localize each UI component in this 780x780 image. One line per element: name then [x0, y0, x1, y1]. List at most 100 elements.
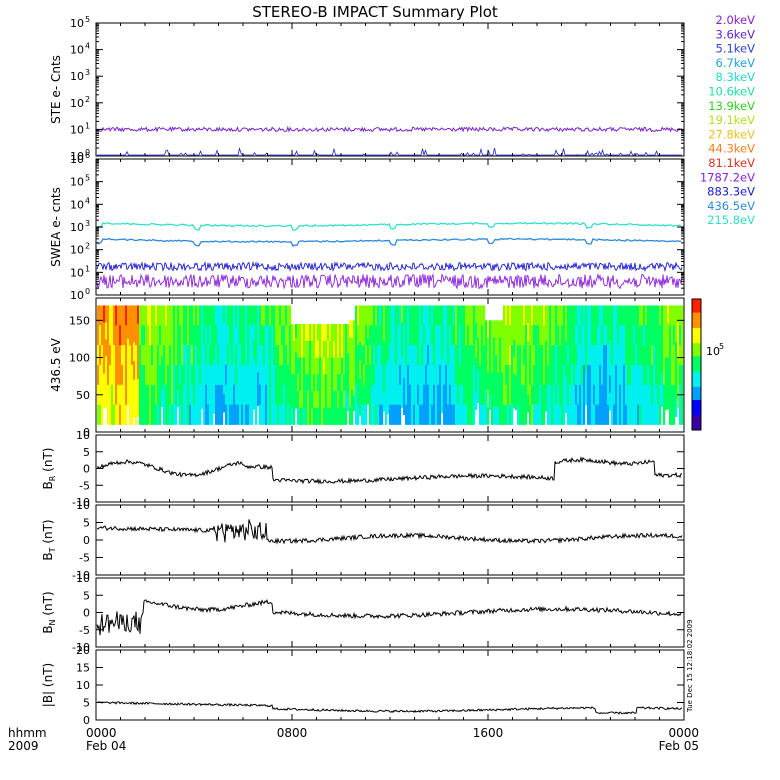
heatmap-cell — [539, 404, 542, 425]
heatmap-cell — [453, 365, 456, 386]
heatmap-cell — [119, 325, 122, 346]
heatmap-cell — [207, 345, 210, 366]
bn-panel-trace — [96, 599, 683, 636]
heatmap-cell — [151, 305, 154, 326]
heatmap-cell — [165, 345, 168, 366]
heatmap-cell — [655, 305, 658, 326]
heatmap-cell — [451, 345, 454, 366]
heatmap-cell — [485, 372, 488, 391]
heatmap-cell — [359, 378, 362, 398]
heatmap-cell — [175, 365, 178, 386]
heatmap-cell — [501, 389, 504, 408]
y-tick-label: 10 — [76, 429, 90, 442]
heatmap-cell — [517, 345, 520, 366]
heatmap-cell — [565, 305, 568, 324]
heatmap-cell — [173, 404, 176, 425]
heatmap-cell — [175, 404, 178, 425]
colorbar-segment — [692, 381, 701, 385]
heatmap-cell — [415, 325, 418, 346]
heatmap-cell — [429, 325, 432, 346]
heatmap-cell — [281, 384, 284, 406]
heatmap-cell — [599, 345, 602, 366]
heatmap-cell — [407, 345, 410, 366]
heatmap-cell — [643, 384, 646, 406]
heatmap-cell — [341, 340, 344, 358]
heatmap-cell — [583, 365, 586, 386]
heatmap-cell — [401, 373, 404, 391]
heatmap-cell — [583, 325, 586, 346]
heatmap-cell — [287, 404, 290, 425]
heatmap-cell — [465, 325, 468, 346]
heatmap-cell — [637, 365, 640, 386]
heatmap-cell — [411, 365, 414, 386]
heatmap-cell — [169, 384, 172, 406]
heatmap-cell — [151, 384, 154, 406]
heatmap-cell — [123, 384, 126, 406]
heatmap-cell — [219, 345, 222, 366]
heatmap-cell — [267, 325, 270, 346]
heatmap-cell — [529, 325, 532, 346]
heatmap-cell — [659, 305, 662, 326]
heatmap-cell — [435, 365, 438, 386]
heatmap-cell — [309, 407, 312, 425]
heatmap-cell — [253, 357, 256, 376]
heatmap-cell — [99, 305, 102, 326]
y-tick-label: 10 — [70, 221, 84, 234]
heatmap-cell — [597, 325, 600, 346]
heatmap-cell — [139, 404, 142, 425]
heatmap-cell — [293, 340, 296, 358]
heatmap-cell — [467, 325, 470, 346]
heatmap-cell — [637, 404, 640, 425]
heatmap-cell — [477, 337, 480, 355]
heatmap-cell — [517, 325, 520, 346]
heatmap-cell — [663, 325, 666, 346]
heatmap-cell — [411, 325, 414, 346]
heatmap-cell — [207, 404, 210, 425]
heatmap-cell — [347, 338, 350, 354]
heatmap-cell — [311, 357, 314, 375]
heatmap-cell — [323, 374, 326, 392]
heatmap-cell — [431, 365, 434, 386]
heatmap-cell — [311, 407, 314, 425]
heatmap-cell — [413, 325, 416, 346]
heatmap-cell — [651, 384, 654, 406]
heatmap-cell — [195, 404, 198, 425]
heatmap-cell — [525, 345, 528, 366]
heatmap-cell — [445, 345, 448, 366]
heatmap-cell — [331, 357, 334, 375]
heatmap-cell — [123, 325, 126, 346]
heatmap-cell — [485, 355, 488, 373]
heatmap-cell — [649, 404, 652, 425]
y-tick-label: 10 — [70, 123, 84, 136]
heatmap-cell — [673, 404, 676, 425]
heatmap-cell — [243, 305, 246, 326]
heatmap-cell — [123, 345, 126, 366]
heatmap-cell — [115, 325, 118, 346]
heatmap-cell — [363, 365, 366, 386]
heatmap-cell — [397, 404, 400, 425]
heatmap-cell — [151, 345, 154, 366]
heatmap-cell — [319, 357, 322, 375]
heatmap-cell — [613, 384, 616, 406]
heatmap-cell — [503, 384, 506, 406]
heatmap-cell — [253, 392, 256, 410]
heatmap-cell — [495, 355, 498, 373]
heatmap-cell — [635, 325, 638, 346]
heatmap-cell — [215, 404, 218, 425]
heatmap-cell — [631, 384, 634, 406]
heatmap-cell — [501, 355, 504, 373]
heatmap-cell — [631, 325, 634, 346]
heatmap-cell — [137, 323, 140, 343]
heatmap-cell — [199, 365, 202, 386]
heatmap-cell — [531, 404, 534, 425]
heatmap-cell — [629, 404, 632, 425]
heatmap-cell — [565, 323, 568, 342]
heatmap-cell — [559, 384, 562, 406]
heatmap-cell — [295, 394, 298, 409]
heatmap-cell — [547, 325, 550, 346]
heatmap-cell — [297, 374, 300, 392]
heatmap-cell — [333, 391, 336, 409]
heatmap-cell — [307, 357, 310, 375]
bt-panel-trace — [96, 519, 683, 545]
